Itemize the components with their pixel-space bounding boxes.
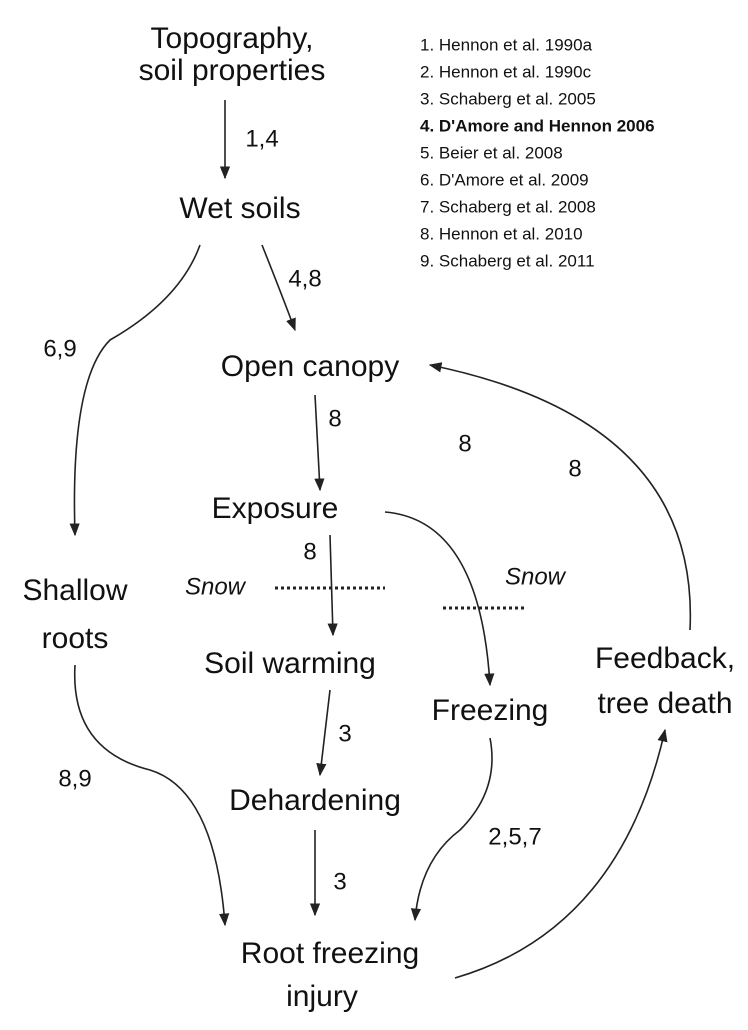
arrow <box>261 244 296 332</box>
node-label: Freezing <box>432 694 549 727</box>
node-label: Wet soils <box>179 192 300 225</box>
arrow <box>327 534 338 637</box>
node-label: injury <box>286 980 358 1013</box>
node-label: Feedback, <box>595 642 735 675</box>
reference: 8. Hennon et al. 2010 <box>420 224 583 243</box>
arrow <box>454 728 668 979</box>
snow-label: Snow <box>185 573 247 600</box>
arrow <box>314 394 325 492</box>
node-label: Root freezing <box>241 937 419 970</box>
arrow <box>316 689 331 777</box>
reference: 2. Hennon et al. 1990c <box>420 62 592 81</box>
arrow <box>384 511 495 687</box>
node-label: tree death <box>597 687 732 720</box>
node-label: Exposure <box>212 492 339 525</box>
reference: 1. Hennon et al. 1990a <box>420 35 593 54</box>
reference: 6. D'Amore et al. 2009 <box>420 170 589 189</box>
arrow <box>69 244 201 537</box>
snow-label: Snow <box>505 563 567 590</box>
edge-label: 8 <box>458 430 471 457</box>
reference: 7. Schaberg et al. 2008 <box>420 197 596 216</box>
edge-label: 8 <box>303 538 316 565</box>
edge-label: 8 <box>568 455 581 482</box>
edge-label: 8,9 <box>58 765 91 792</box>
reference: 3. Schaberg et al. 2005 <box>420 89 596 108</box>
node-label: Soil warming <box>204 647 376 680</box>
edge-label: 4,8 <box>288 265 321 292</box>
edge-label: 1,4 <box>245 125 278 152</box>
edge-label: 6,9 <box>43 335 76 362</box>
node-label: Dehardening <box>229 784 401 817</box>
edge-label: 3 <box>338 720 351 747</box>
arrow <box>428 362 692 631</box>
node-label: Open canopy <box>221 350 399 383</box>
edge-label: 8 <box>328 405 341 432</box>
reference: 9. Schaberg et al. 2011 <box>420 251 595 270</box>
reference: 5. Beier et al. 2008 <box>420 143 563 162</box>
edge-label: 3 <box>333 868 346 895</box>
node-label: soil properties <box>139 54 326 87</box>
edge-label: 2,5,7 <box>488 823 541 850</box>
arrow <box>410 737 493 922</box>
reference: 4. D'Amore and Hennon 2006 <box>420 116 655 135</box>
node-label: roots <box>42 622 109 655</box>
node-label: Topography, <box>151 22 314 55</box>
arrow <box>73 664 230 927</box>
node-label: Shallow <box>22 574 127 607</box>
